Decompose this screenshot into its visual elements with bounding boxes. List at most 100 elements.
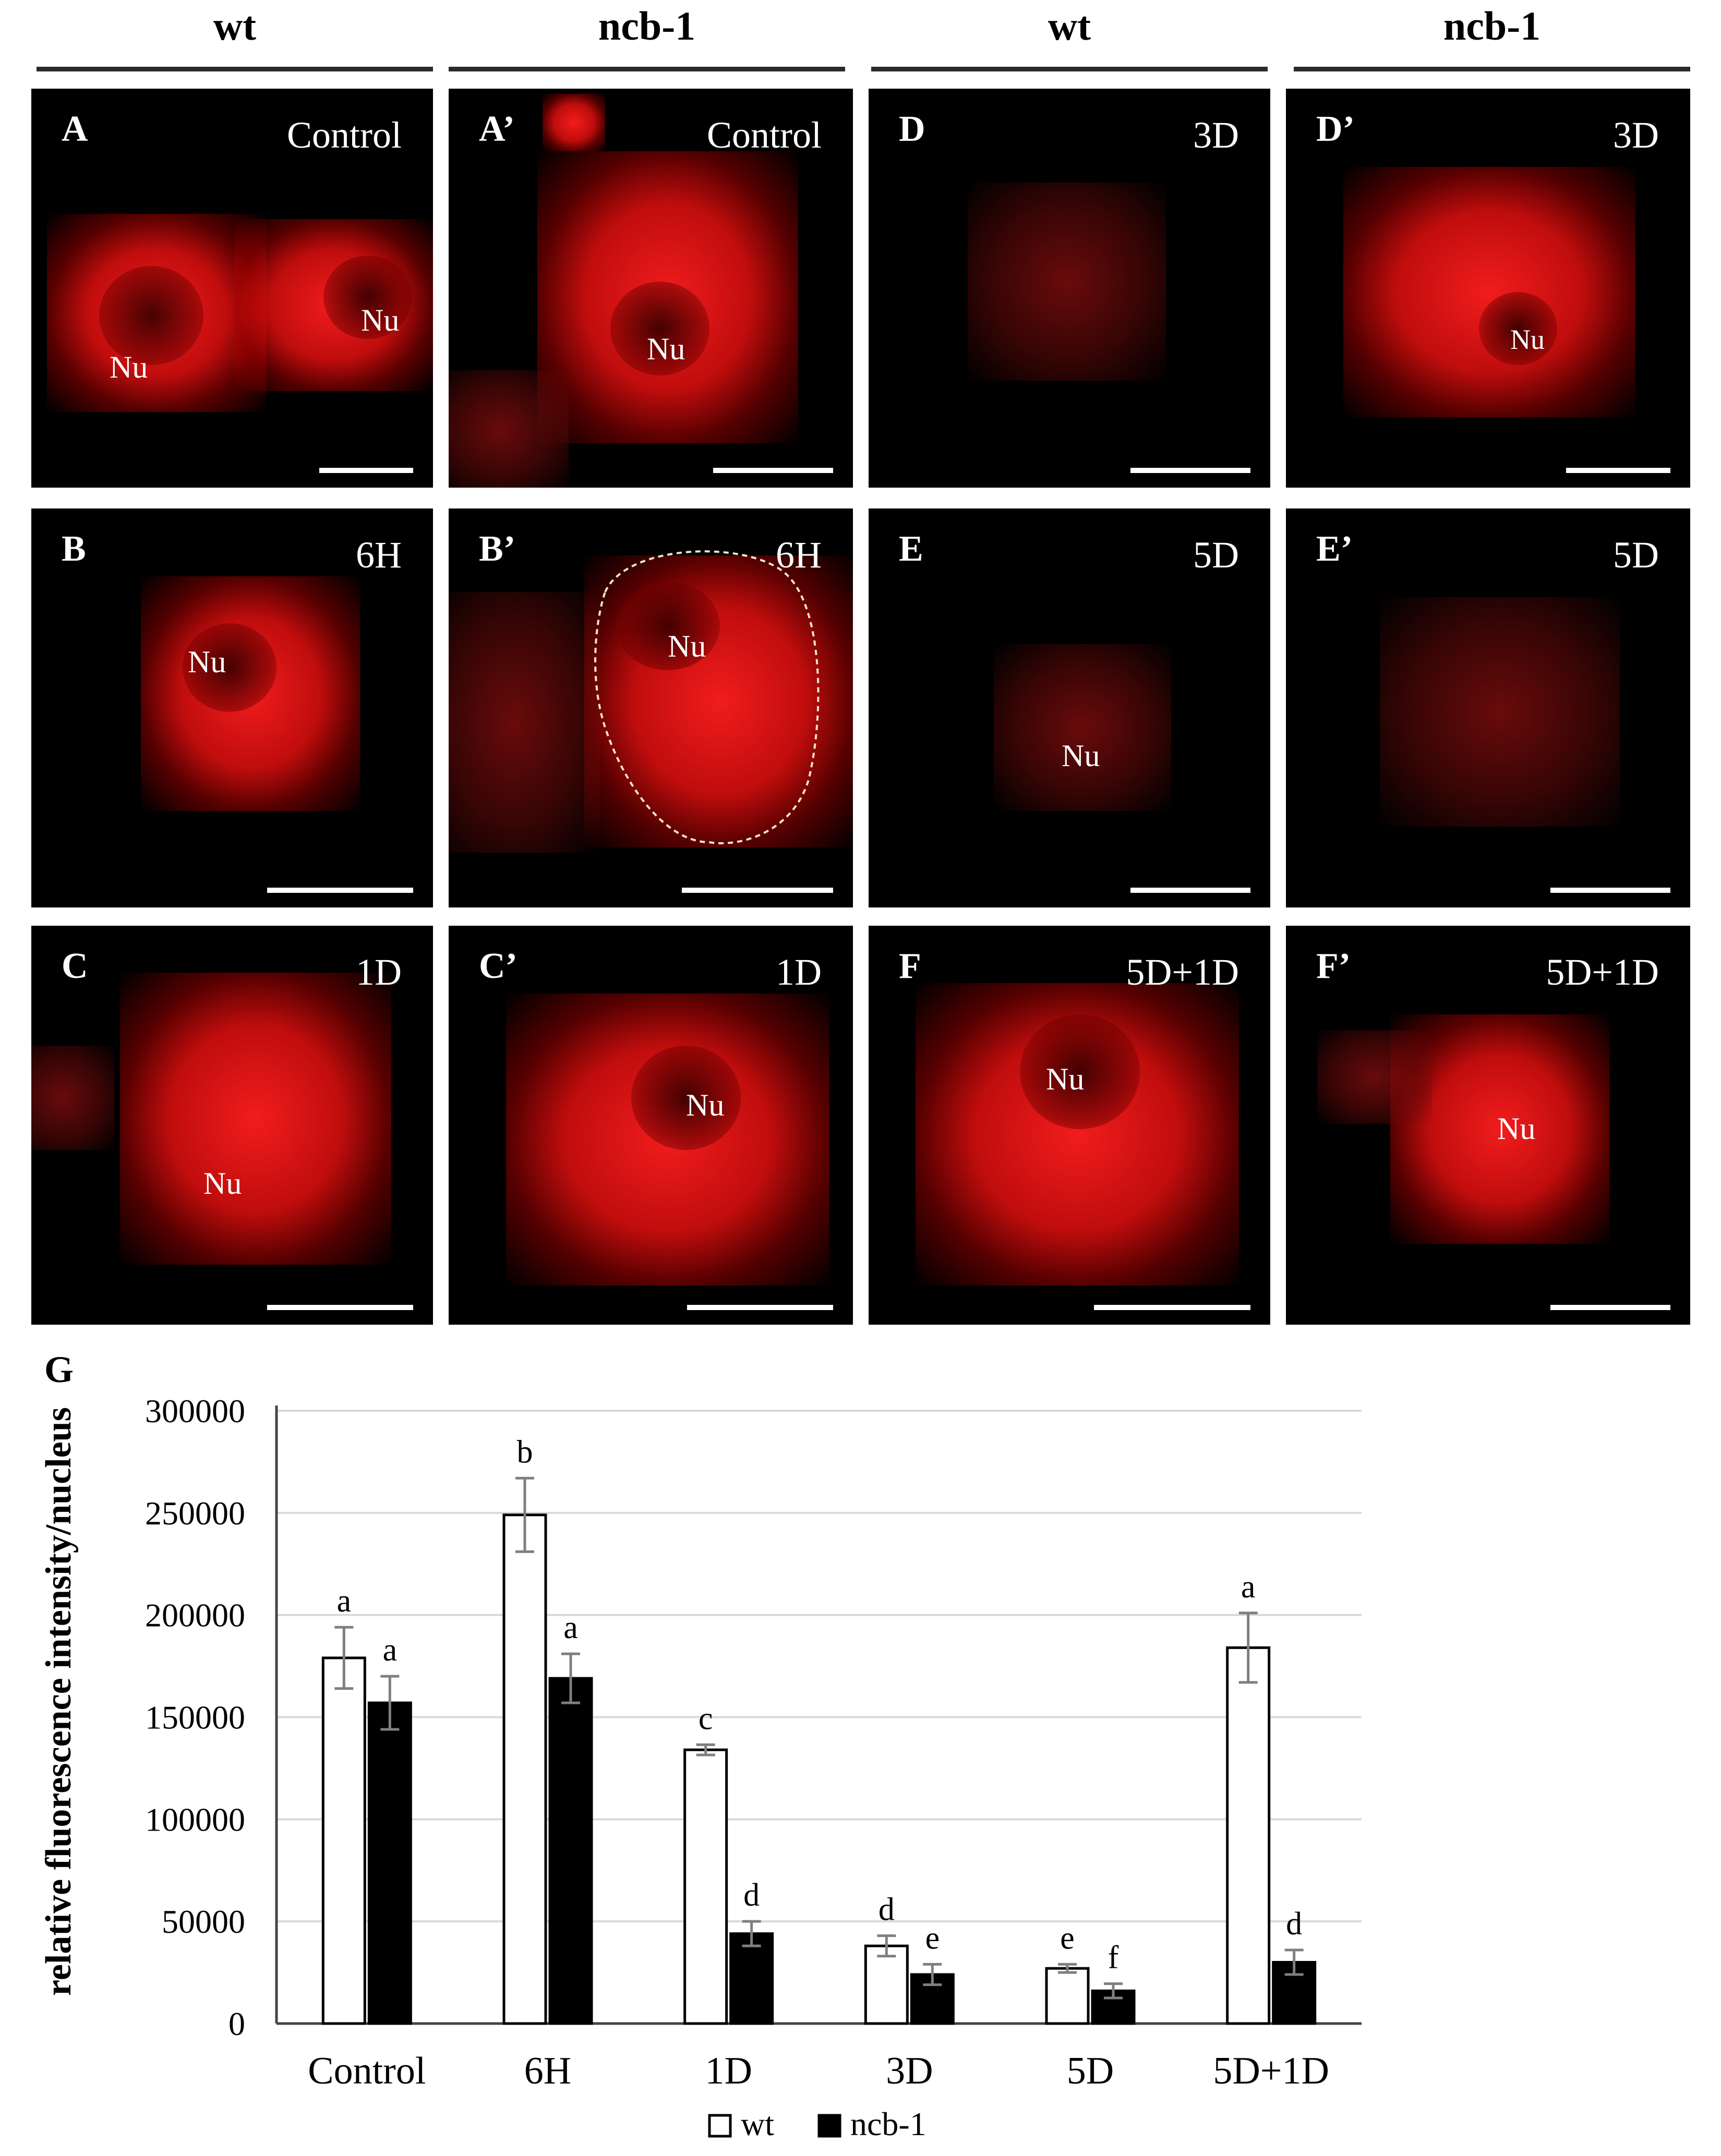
scale-bar [1550, 888, 1670, 893]
cell-signal [1317, 1030, 1432, 1124]
nucleus-label: Nu [1510, 324, 1545, 355]
condition-label: Control [286, 114, 402, 156]
cell-signal [1343, 167, 1635, 417]
micrograph-panel-b-prime: B’ 6H Nu [449, 508, 853, 907]
condition-label: 1D [356, 951, 402, 993]
cell-signal [968, 183, 1166, 381]
scale-bar [1130, 468, 1250, 473]
column-header-label: wt [213, 3, 257, 49]
nucleus-label: Nu [1062, 738, 1100, 773]
micrograph-panel-e: E 5D Nu [869, 508, 1270, 907]
panel-letter: B [62, 529, 86, 569]
micrograph-panel-d: D 3D [869, 89, 1270, 488]
nucleus-label: Nu [686, 1088, 725, 1122]
x-tick-label: 5D+1D [1213, 2050, 1329, 2092]
x-tick-label: 5D [1067, 2050, 1114, 2092]
panel-letter: B’ [479, 529, 515, 569]
nucleus-label: Nu [1497, 1111, 1536, 1146]
cell-signal [449, 370, 569, 488]
significance-letter: b [517, 1434, 533, 1470]
bar-wt [864, 1944, 909, 2025]
column-header-wt-2: wt [871, 0, 1268, 73]
panel-letter-g: G [44, 1349, 74, 1390]
bar-wt [683, 1748, 728, 2025]
column-header-rule [37, 67, 433, 71]
scale-bar [267, 1305, 413, 1310]
panel-letter: C [62, 946, 88, 986]
y-tick-label: 200000 [145, 1597, 245, 1634]
bar-wt [1226, 1646, 1271, 2025]
nucleus-label: Nu [361, 303, 400, 337]
panel-letter: F’ [1316, 946, 1351, 986]
nucleus-region [183, 623, 276, 712]
condition-label: 6H [356, 534, 402, 576]
y-tick-label: 50000 [162, 1903, 245, 1940]
legend-swatch-wt [708, 2114, 732, 2138]
significance-letter: d [743, 1878, 760, 1913]
significance-letter: a [383, 1632, 398, 1668]
legend-label: ncb-1 [850, 2105, 926, 2142]
condition-label: Control [706, 114, 822, 156]
legend-label: wt [741, 2105, 774, 2142]
significance-letter: a [337, 1583, 352, 1619]
bar-wt [502, 1513, 547, 2025]
nucleus-label: Nu [110, 350, 148, 384]
bar-wt [1045, 1967, 1090, 2025]
significance-letter: c [699, 1701, 713, 1736]
nucleus-label: Nu [203, 1166, 242, 1201]
nucleus-region [631, 1046, 741, 1150]
significance-letter: f [1108, 1940, 1119, 1976]
scale-bar [319, 468, 413, 473]
cell-outline [594, 550, 820, 844]
column-header-label: ncb-1 [598, 3, 696, 49]
condition-label: 1D [776, 951, 822, 993]
micrograph-panel-a-prime: A’ Control Nu [449, 89, 853, 488]
nucleus-label: Nu [647, 332, 685, 366]
bar-ncb1 [548, 1677, 593, 2025]
micrograph-panel-e-prime: E’ 5D [1286, 508, 1690, 907]
y-tick-label: 0 [228, 2005, 245, 2042]
condition-label: 5D [1193, 534, 1239, 576]
y-tick-label: 300000 [145, 1392, 245, 1430]
scale-bar [1566, 468, 1670, 473]
scale-bar [687, 1305, 833, 1310]
y-tick-label: 250000 [145, 1495, 245, 1532]
significance-letter: d [1286, 1906, 1302, 1942]
panel-letter: D’ [1316, 109, 1355, 149]
column-header-rule [1294, 67, 1690, 71]
cell-signal [1380, 597, 1620, 827]
panel-letter: A [62, 109, 88, 149]
cell-signal [994, 644, 1171, 811]
micrograph-panel-c: C 1D Nu [31, 926, 433, 1325]
condition-label: 3D [1613, 114, 1659, 156]
cell-signal [543, 94, 605, 151]
legend-swatch-ncb1 [817, 2114, 841, 2138]
bar-chart-g: G 0 50000 100000 150000 200000 250000 300000 rel… [39, 1349, 1362, 2142]
scale-bar [267, 888, 413, 893]
cell-signal [31, 1046, 115, 1150]
significance-letter: a [1241, 1569, 1256, 1605]
significance-letter: a [563, 1610, 578, 1645]
scale-bar [682, 888, 833, 893]
condition-label: 5D+1D [1546, 951, 1659, 993]
panel-letter: F [899, 946, 921, 986]
condition-label: 6H [776, 534, 822, 576]
column-header-wt-1: wt [37, 0, 433, 73]
micrograph-panel-f: F 5D+1D Nu [869, 926, 1270, 1325]
bar-wt [321, 1656, 366, 2025]
x-tick-label: Control [308, 2050, 426, 2092]
panel-letter: E’ [1316, 529, 1353, 569]
nucleus-region [1020, 1014, 1140, 1129]
bar-ncb1 [367, 1701, 412, 2025]
y-tick-label: 150000 [145, 1699, 245, 1736]
x-tick-label: 1D [705, 2050, 752, 2092]
scale-bar [1094, 1305, 1250, 1310]
nucleus-region [610, 282, 709, 376]
scale-bar [1550, 1305, 1670, 1310]
y-axis-label: relative fluorescence intensity/nucleus [39, 1407, 79, 1996]
column-header-label: ncb-1 [1443, 3, 1541, 49]
cell-signal [449, 592, 600, 853]
significance-letter: e [925, 1920, 940, 1956]
x-tick-label: 3D [886, 2050, 933, 2092]
nucleus-label: Nu [1046, 1062, 1085, 1096]
